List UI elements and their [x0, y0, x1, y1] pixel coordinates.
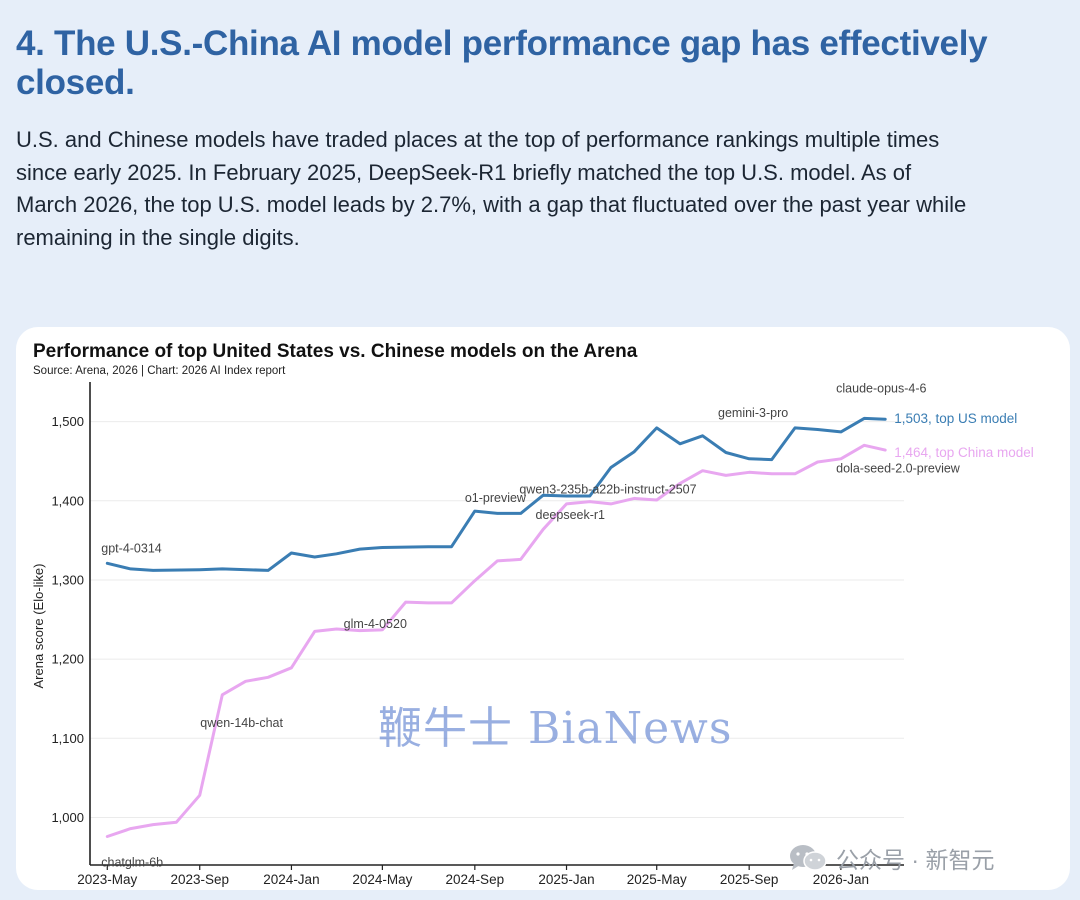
x-tick-label: 2023-Sep	[170, 872, 229, 887]
wechat-icon	[790, 845, 827, 871]
model-annotation: chatglm-6b	[101, 855, 163, 869]
arena-line-chart: Performance of top United States vs. Chi…	[31, 341, 1034, 887]
y-tick-label: 1,400	[51, 493, 84, 508]
y-axis-label: Arena score (Elo-like)	[31, 564, 46, 689]
axes	[89, 382, 904, 870]
wechat-account-badge: 公众号 · 新智元	[788, 838, 994, 878]
x-tick-label: 2026-Jan	[813, 872, 869, 887]
model-annotation: gemini-3-pro	[718, 406, 788, 420]
y-tick-label: 1,000	[51, 810, 84, 825]
top-us-model-line	[105, 416, 887, 572]
x-tick-label: 2024-Jan	[263, 872, 319, 887]
model-annotation: gpt-4-0314	[101, 541, 162, 555]
x-tick-label: 2025-May	[627, 872, 687, 887]
model-annotation: glm-4-0520	[344, 617, 407, 631]
model-annotation: o1-preview	[465, 491, 527, 505]
account-name: 公众号 · 新智元	[836, 847, 995, 873]
y-tick-label: 1,200	[51, 652, 84, 667]
y-tick-label: 1,100	[51, 731, 84, 746]
tick-labels: 1,000 1,100 1,200 1,300 1,400 1,500 2023-May 20…	[51, 414, 869, 887]
series-lines	[105, 416, 887, 838]
model-annotation: claude-opus-4-6	[836, 381, 926, 395]
x-tick-label: 2024-May	[352, 872, 412, 887]
x-tick-label: 2023-May	[77, 872, 137, 887]
annotations: 1,503, top US model 1,464, top China mode…	[101, 381, 1034, 869]
bianews-watermark: 鞭牛士 BiaNews	[378, 703, 733, 754]
x-tick-label: 2025-Sep	[720, 872, 779, 887]
y-tick-label: 1,500	[51, 414, 84, 429]
y-tick-label: 1,300	[51, 572, 84, 587]
model-annotation: dola-seed-2.0-preview	[836, 461, 961, 475]
grid-lines	[90, 421, 904, 818]
chart-source: Source: Arena, 2026 | Chart: 2026 AI Ind…	[33, 365, 286, 377]
page-heading: 4. The U.S.-China AI model performance g…	[16, 24, 988, 102]
end-label: 1,464, top China model	[894, 445, 1034, 460]
chart-title: Performance of top United States vs. Chi…	[33, 341, 638, 362]
model-annotation: qwen3-235b-a22b-instruct-2507	[519, 483, 696, 497]
intro-paragraph: U.S. and Chinese models have traded plac…	[16, 127, 967, 250]
end-label: 1,503, top US model	[894, 411, 1017, 426]
chart-card: Performance of top United States vs. Chi…	[16, 327, 1070, 890]
model-annotation: deepseek-r1	[536, 508, 606, 522]
model-annotation: qwen-14b-chat	[200, 716, 283, 730]
x-tick-label: 2025-Jan	[538, 872, 594, 887]
x-tick-label: 2024-Sep	[446, 872, 505, 887]
